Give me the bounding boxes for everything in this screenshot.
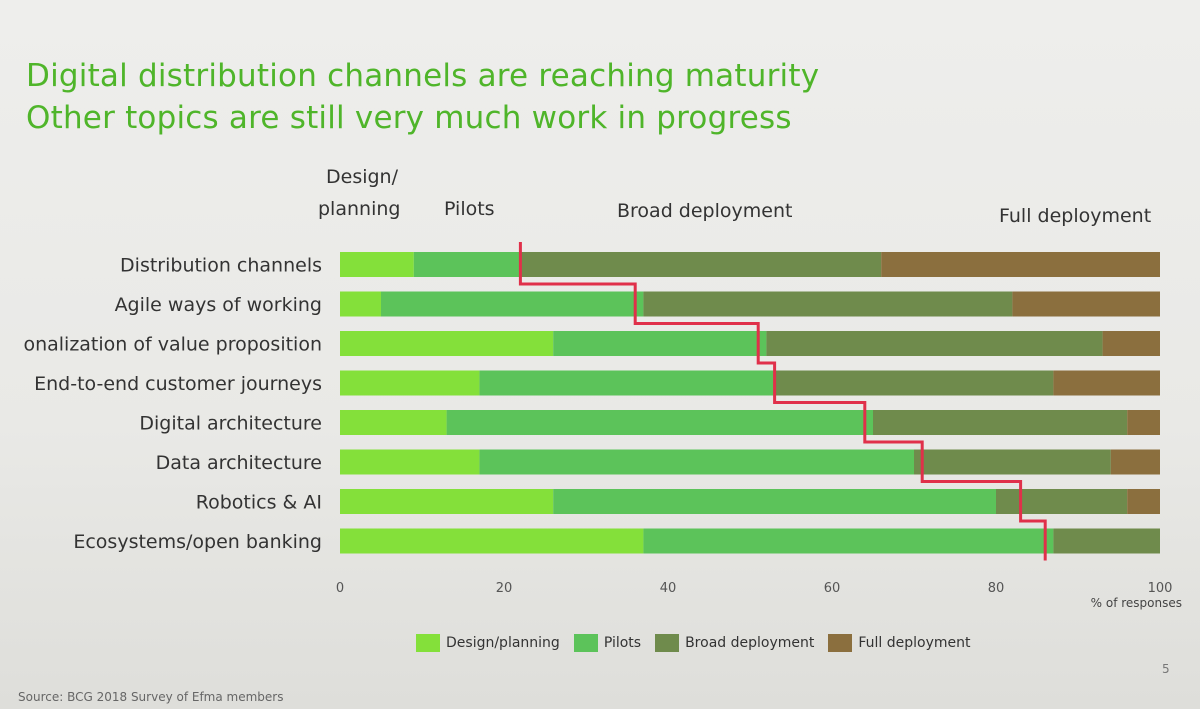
category-label: Agile ways of working	[115, 294, 322, 316]
category-label: Robotics & AI	[196, 492, 322, 514]
phase-header-pilots: Pilots	[444, 198, 495, 220]
legend-swatch-full	[828, 634, 853, 652]
bar-segment-design	[340, 252, 414, 277]
category-label: End-to-end customer journeys	[34, 373, 322, 395]
bar-segment-pilots	[479, 370, 775, 396]
bar-segment-broad	[873, 410, 1128, 435]
category-label: Digital architecture	[139, 413, 322, 435]
bar-segment-pilots	[446, 410, 873, 435]
bar-segment-full	[1102, 331, 1160, 356]
x-tick-label: 60	[824, 581, 841, 596]
phase-header-design-line2: planning	[318, 198, 401, 220]
legend-item-broad: Broad deployment	[655, 634, 814, 652]
chart-legend: Design/planning Pilots Broad deployment …	[416, 634, 985, 652]
x-axis-title: % of responses	[1091, 596, 1182, 610]
phase-header-design-line1: Design/	[326, 166, 399, 188]
bar-segment-full	[1127, 410, 1160, 435]
bar-segment-broad	[766, 331, 1103, 356]
legend-label-broad: Broad deployment	[685, 635, 815, 651]
phase-header-full: Full deployment	[999, 205, 1152, 227]
bar-segment-full	[881, 252, 1160, 277]
bar-segment-full	[1127, 489, 1160, 514]
legend-swatch-design	[416, 634, 440, 652]
bar-segment-broad	[1053, 528, 1160, 554]
bar-segment-pilots	[643, 528, 1054, 554]
bar-segment-design	[340, 370, 480, 396]
legend-swatch-broad	[655, 634, 680, 652]
maturity-frontier-line	[518, 242, 1047, 561]
page-number: 5	[1162, 662, 1170, 676]
bar-segment-pilots	[553, 489, 996, 514]
bar-segment-design	[340, 331, 554, 356]
bar-segment-broad	[914, 449, 1111, 475]
bar-segment-design	[340, 291, 381, 317]
category-label: Ecosystems/open banking	[73, 531, 322, 553]
x-tick-label: 100	[1148, 581, 1173, 596]
legend-label-pilots: Pilots	[603, 635, 642, 651]
legend-label-full: Full deployment	[858, 635, 971, 651]
bar-segment-full	[1110, 449, 1160, 475]
title-line-1: Digital distribution channels are reachi…	[26, 58, 820, 94]
x-tick-label: 80	[988, 581, 1005, 596]
bar-segment-design	[340, 410, 447, 435]
legend-swatch-pilots	[573, 634, 598, 652]
category-label: onalization of value proposition	[23, 334, 322, 356]
legend-item-pilots: Pilots	[573, 634, 642, 652]
legend-label-design: Design/planning	[446, 635, 560, 651]
x-tick-label: 20	[496, 581, 513, 596]
bar-segment-full	[1053, 370, 1160, 396]
bar-segment-pilots	[479, 449, 914, 475]
bar-segment-broad	[774, 370, 1054, 396]
phase-header-broad: Broad deployment	[617, 200, 793, 222]
bar-segment-design	[340, 528, 644, 554]
bar-segment-broad	[996, 489, 1128, 514]
category-label: Distribution channels	[120, 255, 322, 277]
source-note: Source: BCG 2018 Survey of Efma members	[18, 690, 284, 704]
bar-segment-broad	[643, 291, 1013, 317]
category-label: Data architecture	[156, 452, 322, 474]
bar-segment-pilots	[413, 252, 521, 277]
x-tick-label: 40	[660, 581, 677, 596]
bar-segment-design	[340, 449, 480, 475]
bar-segment-design	[340, 489, 554, 514]
bar-segment-pilots	[381, 291, 644, 317]
legend-item-full: Full deployment	[828, 634, 971, 652]
x-tick-label: 0	[336, 581, 344, 596]
bar-segment-broad	[520, 252, 882, 277]
legend-item-design: Design/planning	[416, 634, 560, 652]
bar-segment-pilots	[553, 331, 767, 356]
title-line-2: Other topics are still very much work in…	[26, 100, 792, 136]
bar-segment-full	[1012, 291, 1160, 317]
